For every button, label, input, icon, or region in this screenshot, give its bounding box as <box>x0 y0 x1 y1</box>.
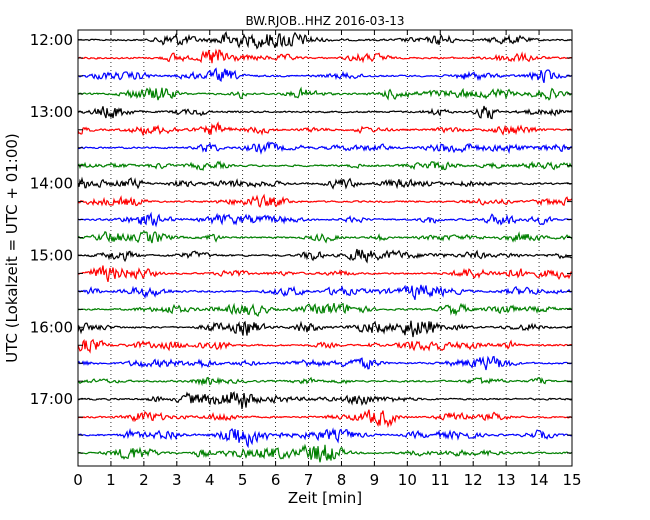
seismogram-trace <box>77 355 573 371</box>
y-tick-label: 17:00 <box>30 390 73 408</box>
chart-title: BW.RJOB..HHZ 2016-03-13 <box>245 14 404 28</box>
x-tick-label: 0 <box>73 471 83 489</box>
x-tick-label: 7 <box>304 471 314 489</box>
seismogram-trace <box>77 86 573 101</box>
seismogram-trace <box>77 67 573 84</box>
y-axis-title: UTC (Lokalzeit = UTC + 01:00) <box>3 133 21 363</box>
y-tick-label: 16:00 <box>30 318 73 336</box>
x-tick-label: 4 <box>205 471 215 489</box>
x-tick-label: 3 <box>172 471 182 489</box>
x-tick-label: 9 <box>370 471 380 489</box>
seismogram-trace <box>77 376 573 387</box>
y-tick-label: 13:00 <box>30 103 73 121</box>
seismogram-trace <box>77 265 573 283</box>
seismogram-trace <box>77 211 573 228</box>
seismogram-trace <box>77 48 573 64</box>
x-tick-label: 2 <box>139 471 149 489</box>
seismogram-trace <box>77 248 573 264</box>
seismogram-trace <box>77 141 573 155</box>
seismogram-trace <box>77 391 573 410</box>
seismogram-trace <box>77 320 573 338</box>
seismogram-trace <box>77 176 573 190</box>
seismogram-trace <box>77 31 573 50</box>
x-tick-label: 12 <box>464 471 483 489</box>
seismogram-traces <box>77 31 573 463</box>
grid-lines <box>110 30 540 466</box>
seismogram-trace <box>77 338 573 354</box>
seismogram-trace <box>77 230 573 244</box>
x-tick-label: 11 <box>431 471 450 489</box>
seismogram-trace <box>77 284 573 300</box>
seismogram-trace <box>77 427 573 449</box>
x-tick-label: 1 <box>106 471 116 489</box>
x-tick-label: 10 <box>398 471 417 489</box>
y-tick-label: 14:00 <box>30 175 73 193</box>
plot-area <box>78 30 572 466</box>
seismogram-trace <box>77 105 573 120</box>
seismogram-trace <box>77 302 573 317</box>
seismogram-trace <box>77 193 573 208</box>
x-tick-label: 6 <box>271 471 281 489</box>
y-tick-label: 12:00 <box>30 31 73 49</box>
y-axis: 12:00 13:00 14:00 15:00 16:00 17:00 <box>30 31 572 454</box>
x-tick-label: 14 <box>530 471 549 489</box>
x-axis: 0 1 2 3 4 5 6 7 8 9 10 11 12 13 14 15 <box>73 30 582 489</box>
seismogram-trace <box>77 160 573 171</box>
x-tick-label: 13 <box>497 471 516 489</box>
x-tick-label: 8 <box>337 471 347 489</box>
seismogram-trace <box>77 409 573 428</box>
x-tick-label: 5 <box>238 471 248 489</box>
y-tick-label: 15:00 <box>30 246 73 264</box>
seismogram-trace <box>77 121 573 137</box>
plot-frame <box>77 29 573 467</box>
x-axis-title: Zeit [min] <box>288 489 362 507</box>
seismogram-trace <box>77 443 573 463</box>
x-tick-label: 15 <box>562 471 581 489</box>
